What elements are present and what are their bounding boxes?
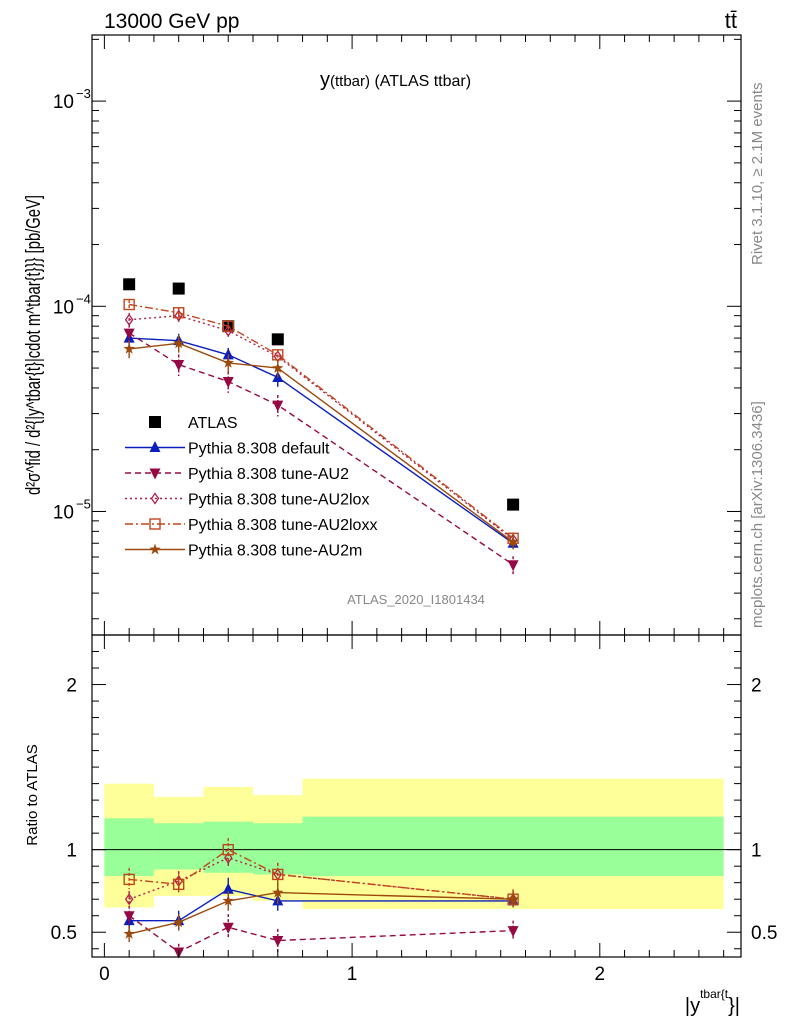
ratio-line <box>128 915 514 953</box>
ratio-y-tick-label-right: 1 <box>751 841 762 862</box>
plot-title: y(ttbar) (ATLAS ttbar) <box>320 69 471 91</box>
series-marker <box>172 307 185 319</box>
legend-marker <box>149 518 161 530</box>
series-marker <box>507 536 519 547</box>
legend-item: Pythia 8.308 tune-AU2loxx <box>125 517 377 534</box>
legend: ATLAS Pythia 8.308 default Pythia 8.308 tu… <box>125 415 377 560</box>
legend-marker <box>149 543 161 555</box>
y-tick-exponent: −5 <box>76 496 91 511</box>
legend-marker <box>150 492 160 505</box>
ratio-marker <box>272 886 284 898</box>
series-marker <box>223 324 233 337</box>
process-label: tt̄ <box>725 8 737 33</box>
legend-item: ATLAS <box>149 415 238 432</box>
ratio-y-tick-label: 1 <box>66 841 77 862</box>
series-2 <box>123 324 519 575</box>
data-point <box>271 333 284 346</box>
ratio-marker <box>124 893 134 906</box>
series-marker <box>222 356 234 368</box>
rivet-version-label: Rivet 3.1.10, ≥ 2.1M events <box>749 83 766 266</box>
ratio-y-tick-label: 0.5 <box>51 923 77 944</box>
series-marker <box>507 560 519 572</box>
ratio-marker <box>272 935 284 947</box>
series-marker <box>272 362 284 373</box>
x-tick-label: 1 <box>347 964 358 985</box>
series-marker <box>222 348 234 360</box>
uncertainty-band-green <box>104 818 154 877</box>
ratio-marker <box>123 873 135 886</box>
main-series-group <box>123 278 520 575</box>
ratio-y-tick-label-right: 0.5 <box>751 923 777 944</box>
ratio-ylabel: Ratio to ATLAS <box>24 744 41 845</box>
analysis-watermark: ATLAS_2020_I1801434 <box>347 592 485 607</box>
legend-marker <box>149 468 161 480</box>
legend-item: Pythia 8.308 tune-AU2m <box>125 543 362 560</box>
series-marker <box>124 313 134 326</box>
ratio-marker <box>222 922 234 934</box>
uncertainty-band-green <box>153 823 204 870</box>
data-point <box>172 282 185 295</box>
legend-marker <box>149 416 161 428</box>
series-marker <box>173 337 185 349</box>
uncertainty-band-green <box>302 816 724 877</box>
legend-label: Pythia 8.308 tune-AU2lox <box>188 492 369 509</box>
ratio-marker <box>222 882 234 894</box>
legend-label: Pythia 8.308 tune-AU2 <box>188 466 349 483</box>
y-tick-exponent: −3 <box>76 86 91 101</box>
ratio-marker <box>222 894 234 906</box>
source-label: mcplots.cern.ch [arXiv:1306.3436] <box>749 401 766 628</box>
legend-item: Pythia 8.308 tune-AU2 <box>125 466 349 483</box>
ratio-series-4 <box>123 881 519 943</box>
y-tick-label: 10 <box>53 502 74 523</box>
y-tick-label: 10 <box>53 297 74 318</box>
ratio-frame <box>91 634 742 958</box>
ratio-marker <box>172 878 185 891</box>
series-marker <box>272 400 284 412</box>
main-panel: 10−510−410−3 y(ttbar) (ATLAS ttbar) ATLA… <box>23 34 742 636</box>
series-marker <box>222 320 234 332</box>
ratio-marker <box>507 893 519 905</box>
ratio-line <box>128 857 514 900</box>
data-point <box>507 498 520 511</box>
x-tick-label: 2 <box>595 964 606 985</box>
ratio-marker <box>222 843 234 856</box>
ratio-y-tick-label: 2 <box>66 676 77 697</box>
main-ylabel-text: d²σ^fid / d²{|y^tbar{t}|cdot m^tbar{t}}}… <box>23 195 45 495</box>
legend-label: ATLAS <box>188 415 238 432</box>
series-0 <box>123 278 520 511</box>
main-plot-area <box>92 35 741 635</box>
data-point <box>123 278 136 291</box>
ratio-line <box>129 848 514 900</box>
y-tick-label: 10 <box>53 92 74 113</box>
legend-label: Pythia 8.308 tune-AU2loxx <box>188 517 377 534</box>
ratio-marker <box>507 926 519 938</box>
series-marker <box>123 342 135 354</box>
series-marker <box>123 328 135 340</box>
ratio-marker <box>272 868 284 881</box>
energy-label: 13000 GeV pp <box>104 10 239 33</box>
ratio-marker <box>173 916 185 928</box>
x-tick-label: 0 <box>99 964 110 985</box>
uncertainty-band-green <box>253 823 303 875</box>
legend-marker <box>149 441 161 452</box>
legend-item: Pythia 8.308 default <box>125 441 330 458</box>
ratio-panel: 0.5 0.5 1 1 2 2 0 1 2 Ratio to ATLAS |ytbar{t}| <box>24 634 777 1017</box>
ratio-marker <box>123 911 135 923</box>
ratio-series-1 <box>123 905 519 959</box>
series-marker <box>222 376 234 388</box>
main-ylabel: d²σ^fid / d²{|y^tbar{t}|cdot m^tbar{t}}}… <box>23 195 45 495</box>
legend-item: Pythia 8.308 tune-AU2lox <box>125 492 369 509</box>
legend-label: Pythia 8.308 default <box>188 441 330 458</box>
series-marker <box>173 360 185 372</box>
ratio-marker <box>223 851 233 865</box>
ratio-y-tick-label-right: 2 <box>751 676 762 697</box>
y-tick-exponent: −4 <box>76 291 91 306</box>
series-5 <box>123 334 519 550</box>
ratio-marker <box>123 927 135 939</box>
legend-label: Pythia 8.308 tune-AU2m <box>188 543 362 560</box>
series-4 <box>123 298 519 545</box>
ratio-xlabel: |ytbar{t}| <box>685 987 740 1017</box>
series-marker <box>123 298 135 311</box>
